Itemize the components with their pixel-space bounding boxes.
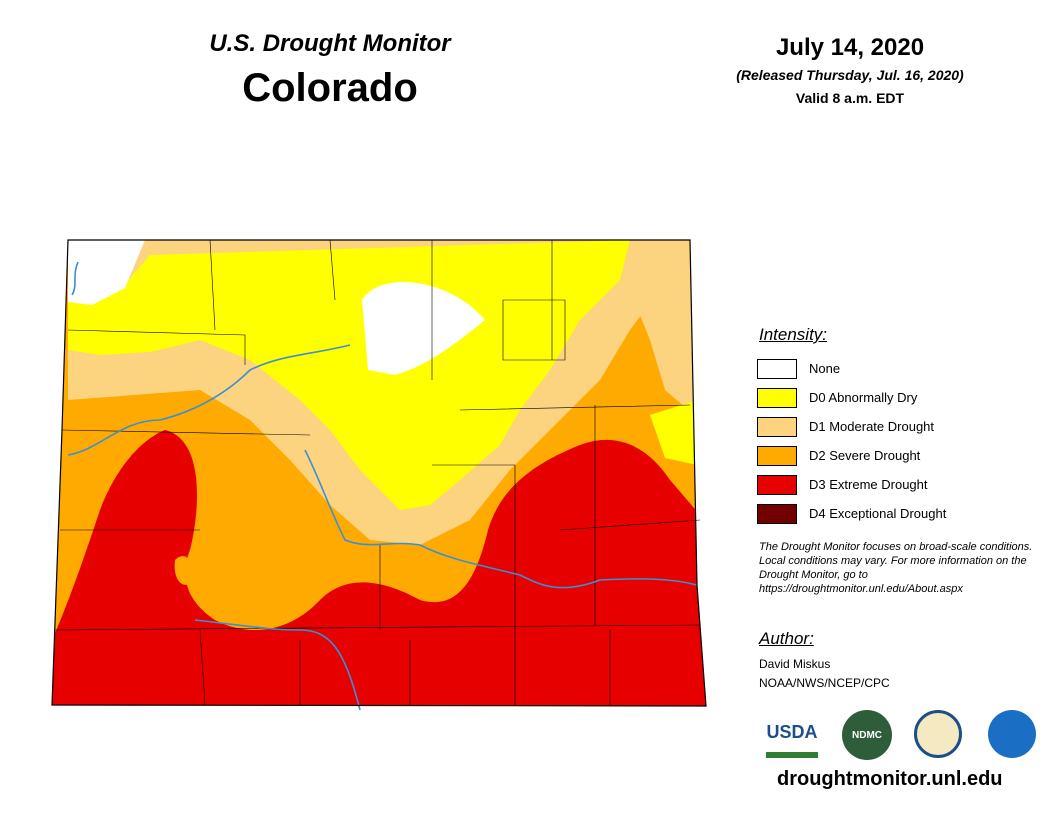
legend-label: D3 Extreme Drought [809, 477, 928, 492]
legend-swatch [757, 358, 797, 379]
d2-area [174, 556, 193, 585]
legend-label: D0 Abnormally Dry [809, 390, 918, 405]
none-area [362, 281, 485, 375]
note: The Drought Monitor focuses on broad-sca… [759, 541, 1033, 595]
d0-area [650, 400, 697, 465]
author-name: David Miskus [759, 657, 831, 671]
legend-swatch [757, 416, 797, 437]
valid-time: Valid 8 a.m. EDT [795, 90, 905, 106]
legend-label: D2 Severe Drought [809, 448, 921, 463]
state-outline [51, 239, 707, 707]
usda-logo: USDA [766, 712, 818, 758]
title: Colorado [242, 66, 418, 110]
drought-areas [52, 240, 706, 706]
subtitle: U.S. Drought Monitor [209, 30, 451, 57]
rivers [67, 261, 698, 711]
d1-area [630, 280, 700, 420]
legend-title: Intensity: [759, 325, 828, 344]
legend-item: None [757, 354, 946, 383]
author-heading: Author: [759, 629, 814, 648]
legend-label: D1 Moderate Drought [809, 419, 935, 434]
ndmc-logo: NDMC [842, 710, 892, 760]
doc-logo [914, 710, 962, 758]
legend-swatch [757, 387, 797, 408]
legend-label: None [809, 361, 841, 376]
legend-item: D0 Abnormally Dry [757, 383, 946, 412]
legend-item: D1 Moderate Drought [757, 412, 946, 441]
legend-label: D4 Exceptional Drought [809, 506, 947, 521]
county-lines [54, 239, 701, 706]
map-date: July 14, 2020 [775, 34, 925, 61]
d0-area [68, 240, 630, 510]
legend-swatch [757, 445, 797, 466]
legend: None D0 Abnormally Dry D1 Moderate Drought… [757, 354, 946, 528]
none-area [68, 240, 145, 305]
legend-item: D4 Exceptional Drought [757, 499, 946, 528]
legend-swatch [757, 503, 797, 524]
release-date: (Released Thursday, Jul. 16, 2020) [736, 67, 964, 83]
legend-item: D2 Severe Drought [757, 441, 946, 470]
website: droughtmonitor.unl.edu [777, 768, 1003, 790]
author-org: NOAA/NWS/NCEP/CPC [759, 676, 890, 690]
noaa-logo [988, 710, 1036, 758]
d3-area [52, 430, 706, 706]
legend-item: D3 Extreme Drought [757, 470, 946, 499]
legend-swatch [757, 474, 797, 495]
